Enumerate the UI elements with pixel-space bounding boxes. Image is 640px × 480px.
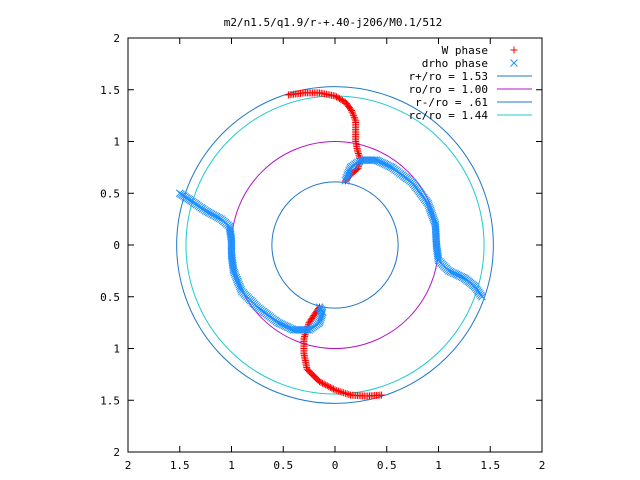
w-phase-point [325, 383, 333, 391]
w-phase-point [301, 332, 309, 340]
y-tick-label: 0 [113, 239, 120, 252]
w-phase-point [315, 378, 323, 386]
legend-marker-swatch [510, 59, 518, 67]
y-tick-label: 1 [113, 136, 120, 149]
w-phase-point [329, 385, 337, 393]
drho-phase-point [315, 303, 324, 311]
x-tick-label: 2 [539, 459, 546, 472]
w-phase-point [350, 113, 358, 121]
w-phase-point [354, 148, 362, 156]
y-tick-label: 1.5 [100, 84, 120, 97]
w-phase-point [336, 388, 344, 396]
w-phase-point [326, 383, 334, 391]
reference-circles [176, 86, 494, 404]
legend-label: W phase [442, 44, 488, 57]
w-phase-point [348, 108, 356, 116]
w-phase-point [338, 388, 346, 396]
w-phase-point [338, 96, 346, 104]
circle-ro-ro [231, 141, 439, 349]
w-phase-point [317, 378, 325, 386]
legend-label: rc/ro = 1.44 [409, 109, 489, 122]
w-phase-point [337, 96, 345, 104]
w-phase-point [331, 92, 339, 100]
x-tick-label: 1.5 [480, 459, 500, 472]
w-phase-point [355, 151, 363, 159]
x-tick-label: 1.5 [170, 459, 190, 472]
w-phase-point [328, 384, 336, 392]
w-phase-point [378, 391, 386, 399]
w-phase-point [347, 105, 355, 113]
phase-points [175, 89, 486, 400]
drho-phase-point [434, 253, 442, 261]
y-tick-label: 1.5 [100, 394, 120, 407]
w-phase-point [331, 386, 339, 394]
y-tick-label: 2 [113, 32, 120, 45]
x-tick-label: 1 [435, 459, 442, 472]
y-tick-label: 2 [113, 446, 120, 459]
w-phase-point [333, 386, 341, 394]
w-phase-point [320, 380, 328, 388]
w-phase-point [345, 391, 353, 398]
w-phase-point [340, 389, 348, 397]
circle-r-ro [271, 181, 399, 309]
w-phase-point [334, 94, 342, 102]
w-phase-point [335, 95, 343, 103]
x-tick-label: 1 [228, 459, 235, 472]
y-tick-label: 0.5 [100, 187, 120, 200]
legend-label: r+/ro = 1.53 [409, 70, 488, 83]
circle-r-ro [176, 86, 494, 404]
w-phase-point [334, 387, 342, 395]
legend-marker-swatch [510, 46, 518, 54]
w-phase-point [323, 382, 331, 390]
drho-phase-point [301, 326, 310, 334]
w-phase-point [354, 150, 362, 158]
w-phase-point [319, 379, 327, 387]
w-phase-point [332, 93, 340, 101]
w-phase-point [343, 390, 351, 398]
x-tick-label: 0 [332, 459, 339, 472]
y-tick-label: 0.5 [100, 291, 120, 304]
legend-label: r-/ro = .61 [415, 96, 488, 109]
x-tick-label: 2 [125, 459, 132, 472]
x-tick-label: 0.5 [377, 459, 397, 472]
y-tick-label: 1 [113, 343, 120, 356]
w-phase-point [350, 112, 358, 120]
w-phase-point [351, 115, 359, 123]
chart-title: m2/n1.5/q1.9/r-+.40-j206/M0.1/512 [224, 16, 443, 29]
x-tick-label: 0.5 [273, 459, 293, 472]
w-phase-point [348, 106, 356, 114]
w-phase-point [341, 389, 349, 397]
legend-label: drho phase [422, 57, 488, 70]
drho-phase-point [478, 292, 486, 301]
axis-ticks: 2 1.5 1 0.5 0 0.5 1 1.5 221.510.500.511.52 [100, 32, 545, 472]
legend-label: ro/ro = 1.00 [409, 83, 488, 96]
w-phase-point [322, 381, 330, 389]
w-phase-point [349, 110, 357, 118]
